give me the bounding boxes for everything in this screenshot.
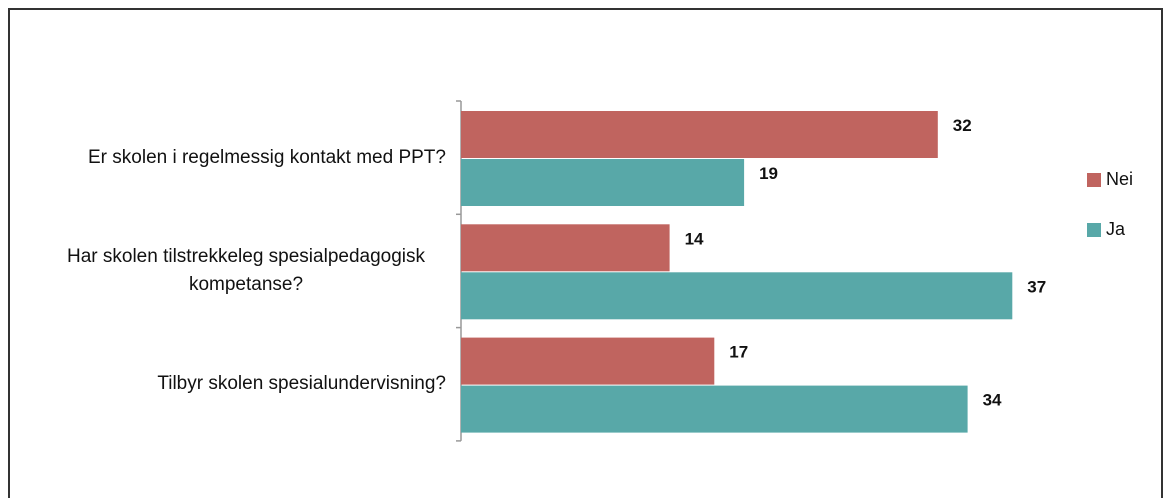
value-label: 34 <box>983 391 1002 410</box>
bar <box>461 337 715 385</box>
bar <box>461 224 670 272</box>
bar <box>461 272 1013 320</box>
value-label: 19 <box>759 164 778 183</box>
bar <box>461 111 938 158</box>
frame <box>8 8 1163 498</box>
bar <box>461 385 968 433</box>
legend-label: Ja <box>1106 219 1126 239</box>
category-label: Har skolen tilstrekkeleg spesialpedagogi… <box>66 245 426 295</box>
value-label: 17 <box>729 343 748 362</box>
category-label: Er skolen i regelmessig kontakt med PPT? <box>88 146 446 168</box>
legend-swatch <box>1087 223 1101 237</box>
legend-swatch <box>1087 173 1101 187</box>
value-label: 37 <box>1027 277 1046 296</box>
value-label: 14 <box>685 229 704 248</box>
legend-label: Nei <box>1106 169 1133 189</box>
value-label: 32 <box>953 116 972 135</box>
category-label: Tilbyr skolen spesialundervisning? <box>157 373 446 395</box>
bar <box>461 159 745 206</box>
